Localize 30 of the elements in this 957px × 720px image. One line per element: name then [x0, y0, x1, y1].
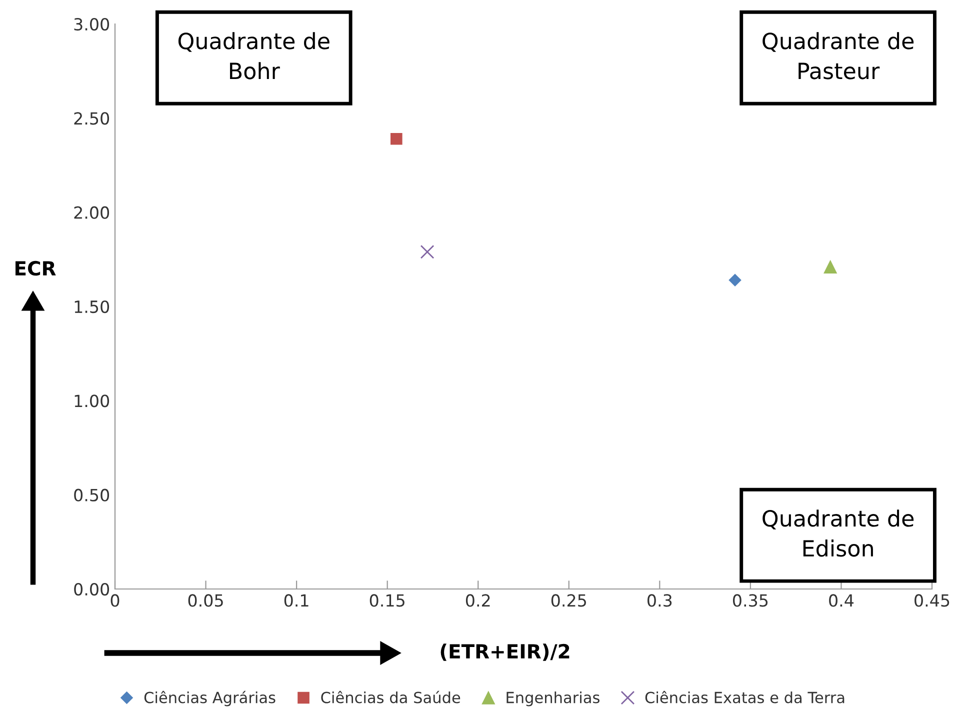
x-tick-label: 0.25 — [551, 594, 586, 607]
y-tick-label: 1.50 — [74, 300, 110, 314]
point — [728, 274, 742, 286]
annotation: Quadrante de Bohr — [178, 32, 330, 80]
point — [824, 260, 837, 274]
legend-label: Ciências da Saúde — [321, 690, 460, 704]
annotation: Quadrante de Pasteur — [762, 32, 914, 80]
x-tick-label: 0.45 — [914, 594, 950, 607]
y-tick-label: 2.50 — [74, 112, 110, 125]
legend-label: Engenharias — [506, 691, 600, 706]
x-tick-label: 0.3 — [648, 594, 672, 607]
y-tick-label: 2.00 — [74, 206, 110, 219]
x-tick-label: 0.15 — [370, 594, 404, 607]
x-tick-label: 0.05 — [188, 594, 223, 607]
x-tick-label: 0 — [110, 594, 120, 607]
y-tick-label: 3.00 — [74, 18, 110, 31]
y-tick-label: 0.00 — [74, 582, 110, 596]
x-tick-label: 0.35 — [732, 594, 768, 607]
x-tick-label: 0.2 — [466, 594, 490, 607]
x-axis-title: (ETR+EIR)/2 — [440, 644, 570, 661]
legend-label: Ciências Exatas e da Terra — [645, 690, 844, 704]
legend-label: Ciências Agrárias — [144, 690, 276, 706]
x-tick-label: 0.1 — [284, 594, 308, 607]
x-tick-label: 0.4 — [829, 594, 854, 607]
y-axis-title: ECR — [16, 260, 56, 276]
y-tick-label: 1.00 — [74, 394, 110, 408]
y-tick-label: 0.50 — [74, 488, 110, 502]
point — [420, 244, 434, 259]
annotation: Quadrante de Edison — [762, 510, 914, 557]
point — [390, 132, 402, 145]
